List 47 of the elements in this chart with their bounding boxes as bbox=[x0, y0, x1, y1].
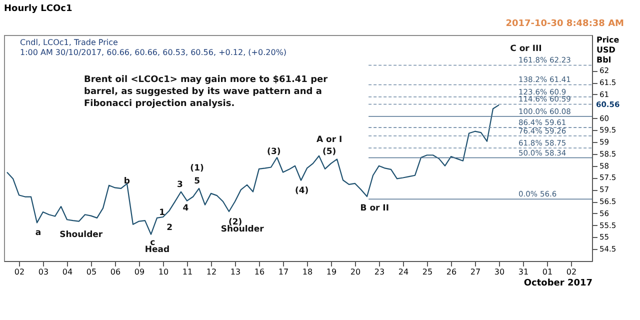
x-tick-label: 06 bbox=[110, 268, 121, 276]
x-tick-label: 30 bbox=[494, 268, 505, 276]
x-tick-label: 10 bbox=[158, 268, 169, 276]
annotation: 3 bbox=[176, 180, 183, 190]
x-tick-label: 27 bbox=[470, 268, 481, 276]
x-tick-label: 01 bbox=[542, 268, 553, 276]
x-tick-label: 02 bbox=[566, 268, 577, 276]
x-tick-label: 13 bbox=[230, 268, 241, 276]
annotation: (4) bbox=[295, 186, 309, 196]
x-tick-label: 20 bbox=[350, 268, 361, 276]
x-tick-label: 02 bbox=[14, 268, 25, 276]
x-tick-label: 11 bbox=[182, 268, 193, 276]
x-tick-label: 09 bbox=[134, 268, 145, 276]
y-axis-title: Price USD Bbl bbox=[596, 36, 620, 64]
annotation: b bbox=[124, 176, 130, 186]
x-tick-label: 24 bbox=[398, 268, 409, 276]
annotation: (3) bbox=[267, 146, 281, 157]
x-tick-label: 23 bbox=[374, 268, 385, 276]
x-tick-label: 19 bbox=[326, 268, 337, 276]
annotation: Brent oil <LCOc1> may gain more to $61.41 per barrel, as suggested by its wave pattern and a Fibonacci projection analysis. bbox=[84, 75, 328, 109]
annotation: 2 bbox=[166, 223, 173, 234]
annotation: B or II bbox=[360, 204, 390, 214]
x-tick-label: 16 bbox=[254, 268, 265, 276]
annotation: 5 bbox=[194, 176, 200, 186]
x-tick-label: 25 bbox=[422, 268, 433, 276]
x-tick-label: 26 bbox=[446, 268, 457, 276]
annotation: (1) bbox=[190, 164, 204, 174]
text: 2017-10-30 8:48:38 AM bbox=[506, 19, 624, 29]
annotation: 1 bbox=[159, 208, 166, 218]
annotation: Shoulder bbox=[60, 230, 104, 240]
annotation: (5) bbox=[322, 146, 336, 157]
annotation: a bbox=[35, 228, 42, 238]
x-axis-title: October 2017 bbox=[524, 278, 592, 288]
annotation: 4 bbox=[182, 204, 189, 214]
chart-subtitle: Cndl, LCOc1, Trade Price bbox=[20, 38, 118, 47]
x-tick-label: 31 bbox=[518, 268, 529, 276]
x-tick-label: 17 bbox=[278, 268, 289, 276]
x-tick-label: 18 bbox=[302, 268, 313, 276]
x-tick-label: 05 bbox=[86, 268, 97, 276]
x-tick-label: 04 bbox=[62, 268, 73, 276]
annotation: A or I bbox=[316, 135, 342, 146]
annotation: C or III bbox=[510, 44, 542, 54]
chart-title: Hourly LCOc1 bbox=[4, 4, 72, 14]
x-tick-label: 03 bbox=[38, 268, 49, 276]
annotation: Head bbox=[144, 244, 170, 255]
annotation: 1:00 AM 30/10/2017, 60.66, 60.66, 60.53, 60.56, +0.12, (+0.20%) bbox=[20, 48, 287, 57]
x-tick-label: 12 bbox=[206, 268, 217, 276]
